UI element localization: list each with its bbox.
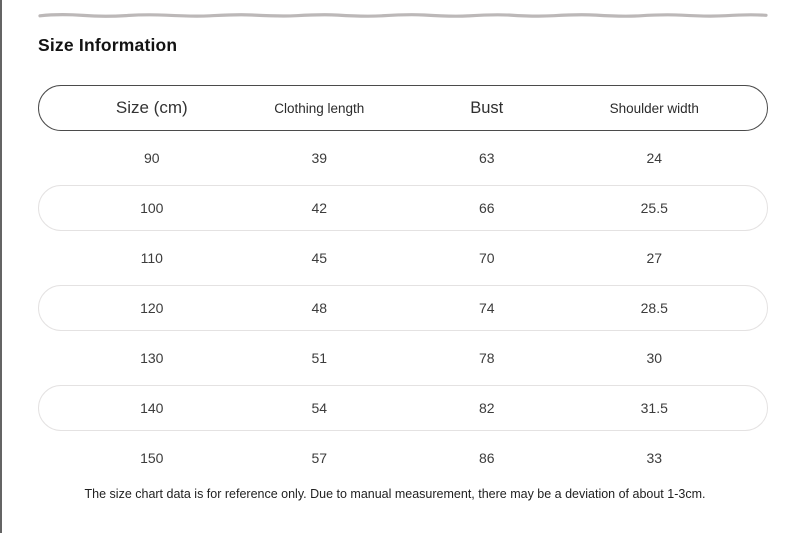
- table-row: 150 57 86 33: [38, 435, 768, 481]
- column-header-shoulder-width: Shoulder width: [609, 100, 699, 116]
- table-cell: 45: [311, 250, 328, 266]
- table-cell: 74: [478, 300, 495, 316]
- table-cell: 28.5: [640, 300, 668, 316]
- table-cell: 42: [311, 200, 328, 216]
- table-cell: 48: [311, 300, 328, 316]
- table-cell: 63: [478, 150, 495, 166]
- table-cell: 140: [140, 400, 164, 416]
- table-row: 120 48 74 28.5: [38, 285, 768, 331]
- table-cell: 78: [478, 350, 495, 366]
- table-cell: 66: [478, 200, 495, 216]
- table-cell: 27: [646, 250, 663, 266]
- table-row: 100 42 66 25.5: [38, 185, 768, 231]
- column-header-clothing-length: Clothing length: [274, 100, 365, 116]
- table-row: 140 54 82 31.5: [38, 385, 768, 431]
- table-cell: 25.5: [640, 200, 668, 216]
- table-cell: 130: [140, 350, 164, 366]
- table-cell: 54: [311, 400, 328, 416]
- screen-left-edge-line: [0, 0, 2, 533]
- table-cell: 100: [140, 200, 164, 216]
- table-row: 130 51 78 30: [38, 335, 768, 381]
- column-header-bust: Bust: [470, 98, 504, 117]
- wavy-divider: [38, 13, 768, 18]
- table-cell: 39: [311, 150, 328, 166]
- table-row: 90 39 63 24: [38, 135, 768, 181]
- column-header-size: Size (cm): [115, 98, 188, 117]
- table-row: 110 45 70 27: [38, 235, 768, 281]
- table-cell: 24: [646, 150, 663, 166]
- table-cell: 82: [478, 400, 495, 416]
- table-cell: 31.5: [640, 400, 668, 416]
- table-cell: 90: [143, 150, 160, 166]
- page-title: Size Information: [38, 35, 178, 55]
- table-cell: 30: [646, 350, 663, 366]
- size-chart-disclaimer: The size chart data is for reference onl…: [84, 487, 706, 501]
- table-cell: 110: [140, 250, 163, 266]
- table-cell: 150: [140, 450, 164, 466]
- table-cell: 70: [478, 250, 495, 266]
- size-table-body: 90 39 63 24 100 42 66 25.5 110 45 70 27 120 48 74 28.5 1…: [38, 135, 768, 481]
- table-cell: 57: [311, 450, 328, 466]
- table-cell: 51: [311, 350, 328, 366]
- table-cell: 33: [646, 450, 663, 466]
- size-table: Size (cm) Clothing length Bust Shoulder …: [38, 85, 768, 481]
- table-cell: 120: [140, 300, 164, 316]
- table-cell: 86: [478, 450, 495, 466]
- table-header-row: Size (cm) Clothing length Bust Shoulder …: [38, 85, 768, 131]
